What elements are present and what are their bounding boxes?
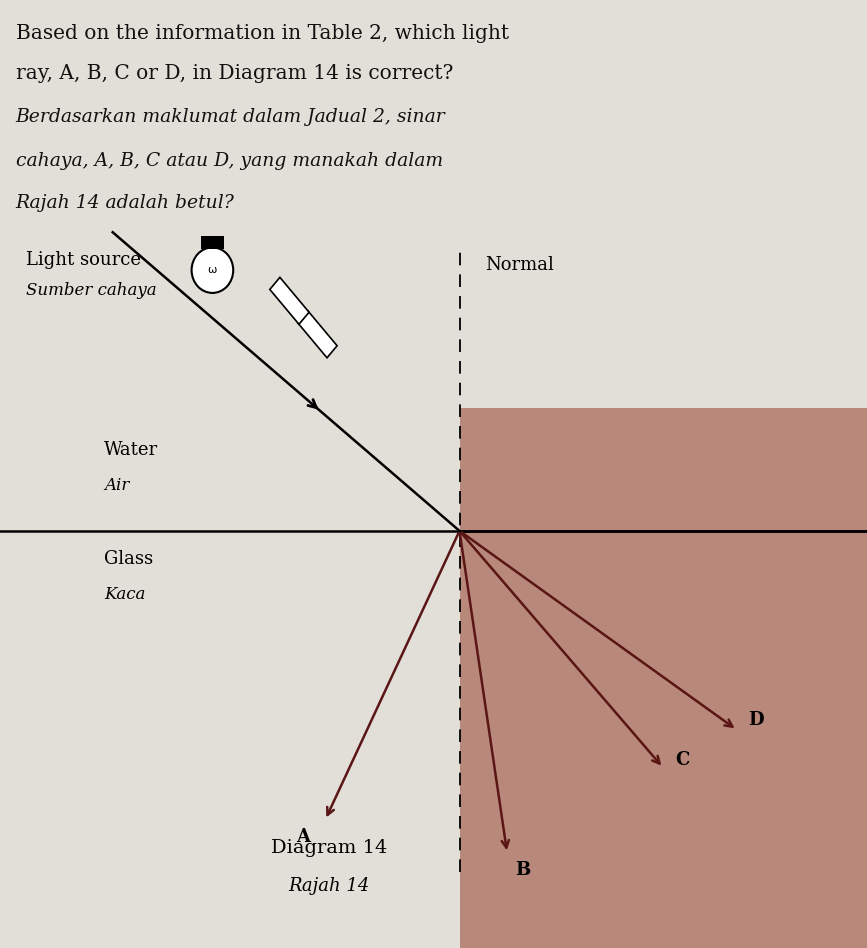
Text: Berdasarkan maklumat dalam Jadual 2, sinar: Berdasarkan maklumat dalam Jadual 2, sin… — [16, 108, 446, 126]
Text: Rajah 14: Rajah 14 — [289, 877, 370, 895]
Polygon shape — [201, 236, 224, 249]
Text: cahaya, A, B, C atau D, yang manakah dalam: cahaya, A, B, C atau D, yang manakah dal… — [16, 152, 443, 170]
Text: Kaca: Kaca — [104, 586, 146, 603]
Text: ray, A, B, C or D, in Diagram 14 is correct?: ray, A, B, C or D, in Diagram 14 is corr… — [16, 64, 453, 83]
Text: Rajah 14 adalah betul?: Rajah 14 adalah betul? — [16, 194, 234, 212]
Polygon shape — [0, 408, 460, 948]
Text: Glass: Glass — [104, 550, 153, 568]
Text: Diagram 14: Diagram 14 — [271, 839, 388, 857]
Text: Normal: Normal — [486, 256, 554, 274]
Text: Light source: Light source — [26, 251, 141, 269]
Polygon shape — [0, 0, 867, 408]
Text: Water: Water — [104, 441, 158, 459]
Text: Air: Air — [104, 477, 129, 494]
Text: ω: ω — [208, 265, 217, 275]
Polygon shape — [298, 311, 337, 357]
Text: C: C — [675, 752, 689, 769]
Text: A: A — [297, 829, 310, 846]
Circle shape — [192, 247, 233, 293]
Polygon shape — [270, 278, 309, 324]
Text: Sumber cahaya: Sumber cahaya — [26, 282, 157, 299]
Text: Based on the information in Table 2, which light: Based on the information in Table 2, whi… — [16, 24, 509, 43]
Polygon shape — [460, 408, 867, 948]
Text: D: D — [748, 712, 764, 729]
Text: B: B — [515, 862, 531, 879]
